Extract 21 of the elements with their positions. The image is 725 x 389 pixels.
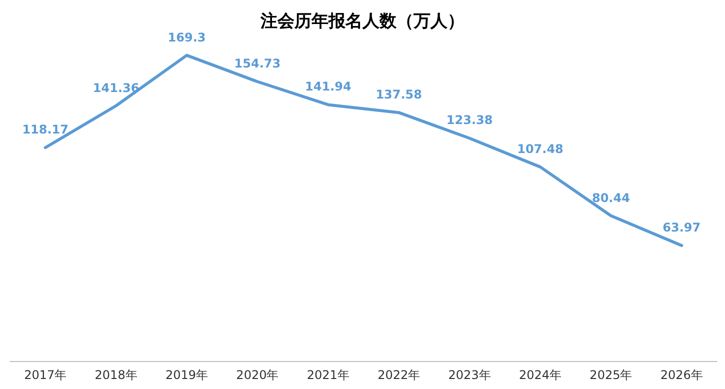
x-tick-label: 2021年 xyxy=(306,368,350,382)
x-tick-label: 2018年 xyxy=(94,368,138,382)
data-label: 63.97 xyxy=(662,220,701,234)
x-tick-label: 2020年 xyxy=(236,368,279,382)
data-label: 137.58 xyxy=(376,88,422,102)
x-tick-label: 2026年 xyxy=(660,368,703,382)
data-label: 141.36 xyxy=(92,80,140,95)
data-label: 141.94 xyxy=(304,80,352,94)
data-label: 123.38 xyxy=(446,113,493,128)
data-label: 80.44 xyxy=(592,190,630,205)
x-tick-label: 2019年 xyxy=(165,368,208,382)
x-tick-label: 2023年 xyxy=(448,368,491,382)
data-label: 169.3 xyxy=(168,30,206,44)
data-label: 154.73 xyxy=(234,56,281,71)
data-label: 118.17 xyxy=(22,122,69,137)
x-tick-label: 2022年 xyxy=(378,368,420,382)
chart-title: 注会历年报名人数（万人） xyxy=(260,12,464,32)
x-tick-label: 2017年 xyxy=(24,368,67,382)
x-tick-label: 2024年 xyxy=(518,368,562,382)
x-tick-label: 2025年 xyxy=(590,368,632,382)
data-label: 107.48 xyxy=(517,142,564,156)
